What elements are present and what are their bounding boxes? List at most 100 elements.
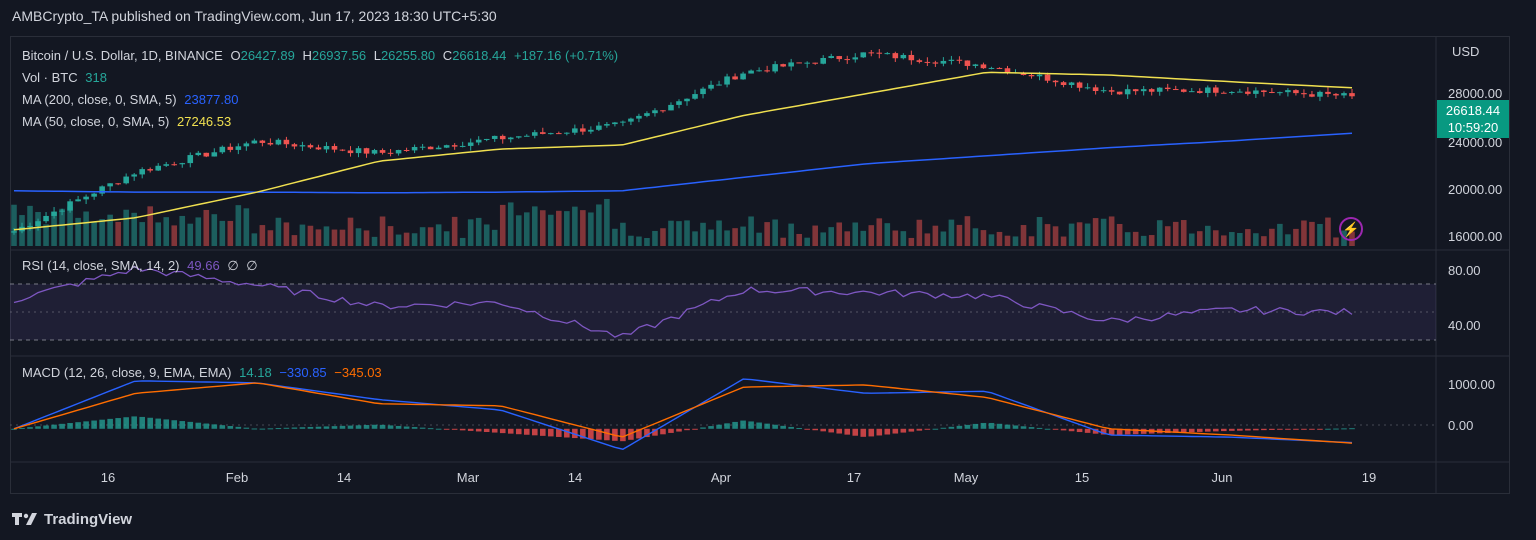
replay-icon[interactable]: ⚡ [1339,217,1363,241]
candle-body [1132,89,1139,92]
candle-body [892,53,899,59]
macd-hist-bar [1052,428,1059,430]
candle-body [99,186,105,194]
price-tick: 24000.00 [1448,135,1503,150]
volume-bar [427,227,434,246]
candle-body [1156,87,1163,92]
volume-bar [660,228,666,246]
candle-body [371,150,378,154]
macd-hist-bar [972,423,979,429]
candle-body [708,84,714,89]
candle-body [1277,92,1283,94]
volume-bar [1148,235,1155,246]
macd-hist-bar [43,425,49,429]
macd-hist-bar [868,428,875,437]
macd-hist-bar [804,428,810,430]
candle-body [507,137,514,140]
volume-bar [748,216,754,246]
volume-bar [1020,225,1027,246]
volume-bar [411,233,418,246]
candle-body [604,124,610,126]
candle-body [988,67,995,69]
candle-body [107,183,113,187]
candle-body [884,53,891,55]
candle-body [339,149,346,151]
volume-bar [203,209,210,246]
macd-hist-bar [283,427,290,429]
candle-body [155,165,162,171]
volume-bar [499,204,506,246]
volume-value: 318 [85,70,107,85]
macd-hist-bar [219,425,226,429]
volume-bar [548,214,554,246]
macd-hist-bar [483,428,490,433]
candle-body [115,183,121,185]
volume-bar [644,237,650,246]
candle-body [788,62,794,67]
candle-body [51,211,57,216]
macd-value: −330.85 [279,365,327,380]
candle-body [195,152,202,156]
volume-bar [948,219,955,246]
candle-body [548,133,554,135]
candle-body [211,152,218,157]
macd-hist-bar [339,425,346,429]
candle-body [1325,91,1331,94]
rsi-label: RSI (14, close, SMA, 14, 2) [22,258,180,273]
volume-bar [291,235,298,246]
volume-bar [227,220,234,246]
candle-body [740,73,746,80]
volume-bar [1333,237,1339,246]
currency-label: USD [1452,44,1480,59]
macd-hist-bar [67,423,73,429]
candle-body [467,142,474,146]
volume-bar [347,217,354,246]
candle-body [395,149,402,154]
volume-bar [908,237,915,246]
candle-body [483,138,490,140]
candle-body [411,146,418,151]
candle-body [387,152,394,154]
macd-hist-bar [588,428,594,440]
macd-hist-bar [1180,428,1187,433]
volume-bar [668,220,674,246]
volume-bar [988,234,995,246]
macd-hist-bar [1140,428,1147,434]
macd-hist-bar [179,421,186,429]
time-tick: Jun [1211,470,1233,485]
volume-bar [604,198,610,246]
macd-hist-bar [1317,428,1323,430]
volume-bar [1309,221,1315,246]
candle-body [1204,87,1211,93]
volume-bar [179,215,186,246]
change-value: +187.16 (+0.71%) [514,48,619,63]
volume-bar [83,211,89,246]
volume-bar [371,236,378,246]
macd-hist-bar [1004,424,1011,429]
volume-bar [251,233,258,246]
macd-hist-bar [1116,428,1123,435]
candle-body [75,199,81,202]
volume-bar [580,210,586,246]
macd-hist-bar [91,420,97,429]
volume-bar [1156,220,1163,246]
macd-hist-bar [139,416,145,429]
volume-bar [620,222,626,246]
volume-bar [1092,218,1099,246]
candle-body [1253,90,1259,94]
macd-hist-bar [708,426,714,429]
macd-hist-bar [740,420,746,429]
macd-hist-bar [1092,428,1099,434]
macd-hist-bar [860,428,867,437]
candle-body [323,146,330,150]
volume-bar [1076,222,1083,246]
volume-bar [211,214,218,246]
volume-bar [1325,217,1331,246]
macd-hist-bar [1164,428,1171,434]
candle-body [556,133,562,135]
volume-bar [812,225,818,246]
volume-bar [1285,234,1291,246]
high-label: H [302,48,312,63]
volume-bar [275,217,282,246]
